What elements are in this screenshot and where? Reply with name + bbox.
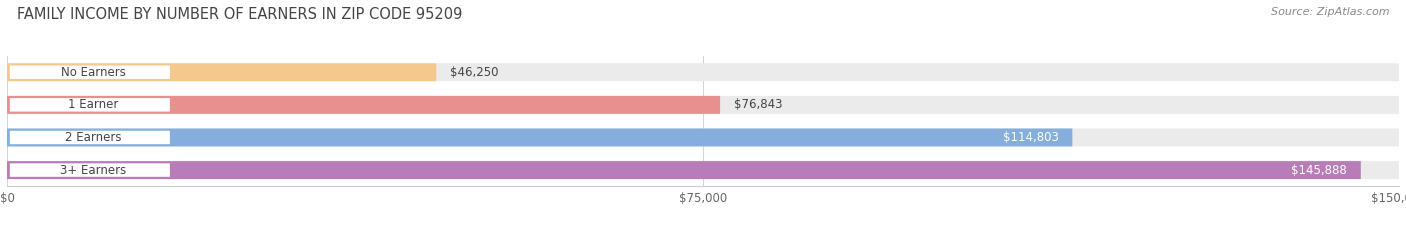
FancyBboxPatch shape	[7, 96, 1399, 114]
FancyBboxPatch shape	[7, 161, 1361, 179]
FancyBboxPatch shape	[7, 129, 1399, 147]
FancyBboxPatch shape	[7, 63, 436, 81]
FancyBboxPatch shape	[10, 65, 170, 79]
Text: $76,843: $76,843	[734, 98, 783, 111]
Text: No Earners: No Earners	[60, 66, 125, 79]
Text: $46,250: $46,250	[450, 66, 499, 79]
Text: $145,888: $145,888	[1291, 164, 1347, 177]
FancyBboxPatch shape	[10, 131, 170, 144]
FancyBboxPatch shape	[7, 96, 720, 114]
Text: FAMILY INCOME BY NUMBER OF EARNERS IN ZIP CODE 95209: FAMILY INCOME BY NUMBER OF EARNERS IN ZI…	[17, 7, 463, 22]
FancyBboxPatch shape	[10, 163, 170, 177]
FancyBboxPatch shape	[10, 98, 170, 112]
Text: Source: ZipAtlas.com: Source: ZipAtlas.com	[1271, 7, 1389, 17]
FancyBboxPatch shape	[7, 129, 1073, 147]
Text: 2 Earners: 2 Earners	[65, 131, 121, 144]
Text: 3+ Earners: 3+ Earners	[60, 164, 127, 177]
Text: 1 Earner: 1 Earner	[67, 98, 118, 111]
FancyBboxPatch shape	[7, 63, 1399, 81]
Text: $114,803: $114,803	[1002, 131, 1059, 144]
FancyBboxPatch shape	[7, 161, 1399, 179]
